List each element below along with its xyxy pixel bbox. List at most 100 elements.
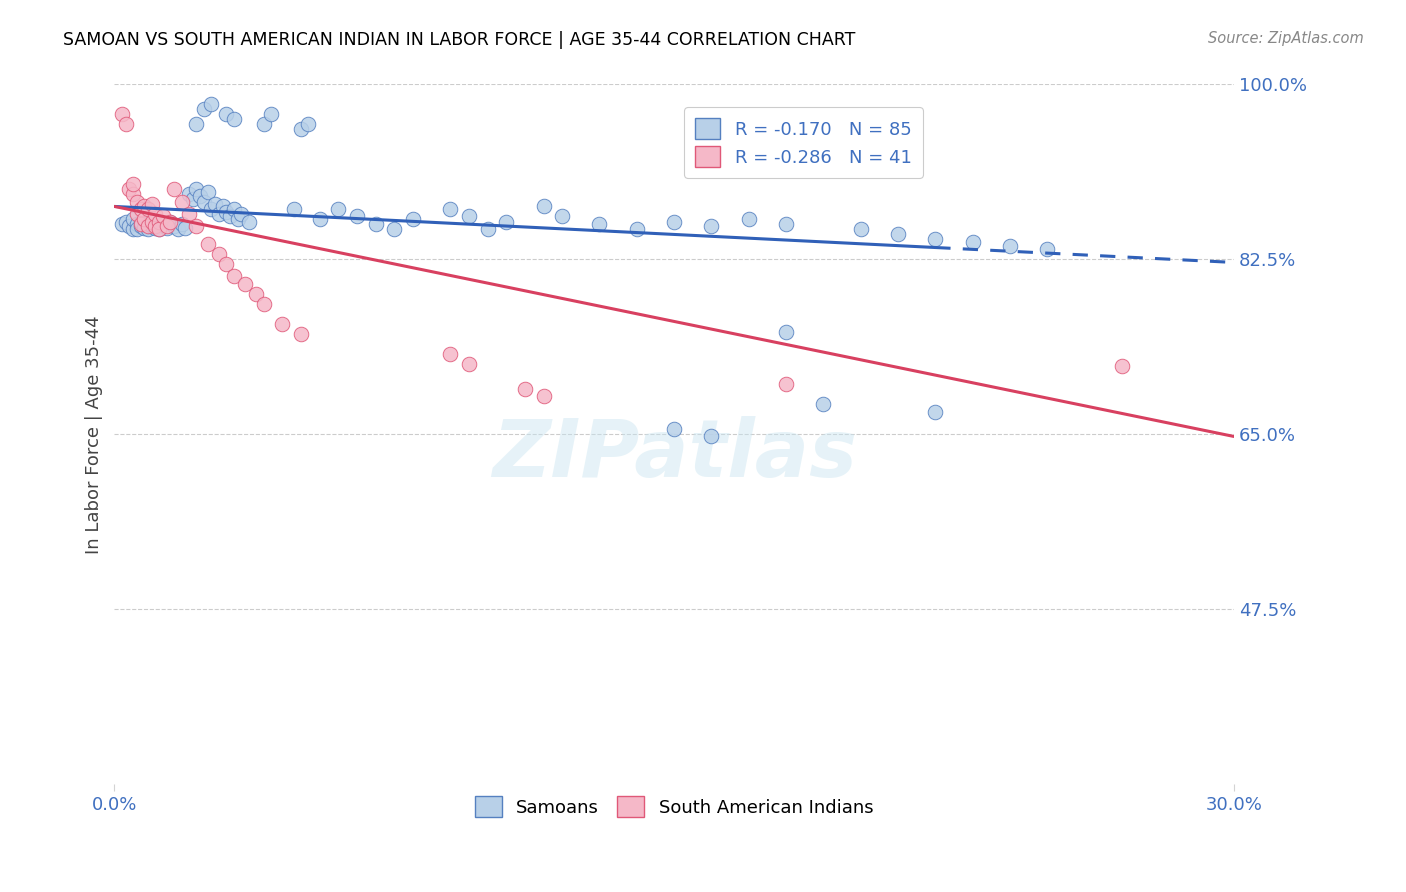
- Point: [328, 202, 350, 217]
- Point: [222, 202, 245, 217]
- Point: [402, 212, 425, 227]
- Point: [186, 182, 208, 196]
- Point: [197, 186, 219, 200]
- Point: [197, 237, 219, 252]
- Point: [1111, 359, 1133, 374]
- Point: [118, 219, 141, 234]
- Point: [1036, 243, 1059, 257]
- Point: [193, 195, 215, 210]
- Point: [170, 218, 193, 232]
- Point: [134, 212, 156, 227]
- Point: [122, 178, 145, 192]
- Point: [346, 210, 368, 224]
- Point: [208, 207, 231, 221]
- Point: [141, 215, 163, 229]
- Point: [125, 207, 148, 221]
- Point: [170, 195, 193, 210]
- Point: [134, 221, 156, 235]
- Point: [551, 210, 574, 224]
- Point: [260, 107, 283, 121]
- Point: [136, 219, 159, 234]
- Legend: Samoans, South American Indians: Samoans, South American Indians: [468, 789, 880, 824]
- Point: [159, 215, 181, 229]
- Point: [211, 199, 233, 213]
- Point: [283, 202, 305, 217]
- Point: [308, 212, 330, 227]
- Point: [152, 210, 174, 224]
- Point: [222, 112, 245, 127]
- Point: [159, 215, 181, 229]
- Point: [775, 326, 797, 340]
- Point: [457, 210, 479, 224]
- Point: [141, 215, 163, 229]
- Point: [145, 218, 167, 232]
- Point: [219, 210, 242, 224]
- Point: [756, 157, 779, 171]
- Point: [200, 97, 222, 112]
- Point: [156, 219, 179, 234]
- Point: [477, 222, 499, 236]
- Point: [775, 218, 797, 232]
- Point: [253, 297, 276, 311]
- Point: [122, 187, 145, 202]
- Point: [813, 397, 835, 411]
- Point: [136, 202, 159, 217]
- Text: Source: ZipAtlas.com: Source: ZipAtlas.com: [1208, 31, 1364, 46]
- Point: [141, 219, 163, 234]
- Point: [122, 222, 145, 236]
- Point: [125, 222, 148, 236]
- Point: [145, 219, 167, 234]
- Point: [215, 257, 238, 271]
- Point: [122, 212, 145, 227]
- Point: [457, 358, 479, 372]
- Point: [136, 222, 159, 236]
- Point: [533, 199, 555, 213]
- Point: [775, 377, 797, 392]
- Point: [125, 195, 148, 210]
- Point: [290, 122, 312, 136]
- Point: [215, 107, 238, 121]
- Point: [793, 160, 815, 174]
- Point: [152, 218, 174, 232]
- Point: [114, 215, 136, 229]
- Y-axis label: In Labor Force | Age 35-44: In Labor Force | Age 35-44: [86, 315, 103, 554]
- Point: [662, 422, 685, 436]
- Point: [998, 239, 1021, 253]
- Point: [166, 222, 188, 236]
- Point: [129, 219, 152, 234]
- Point: [145, 207, 167, 221]
- Point: [156, 221, 179, 235]
- Point: [186, 219, 208, 234]
- Point: [177, 207, 200, 221]
- Point: [222, 269, 245, 284]
- Point: [231, 207, 253, 221]
- Point: [208, 247, 231, 261]
- Point: [233, 277, 256, 292]
- Point: [163, 182, 186, 196]
- Point: [134, 199, 156, 213]
- Point: [181, 193, 204, 207]
- Point: [700, 429, 723, 443]
- Point: [200, 202, 222, 217]
- Point: [738, 212, 761, 227]
- Point: [111, 218, 134, 232]
- Point: [177, 187, 200, 202]
- Point: [111, 107, 134, 121]
- Point: [145, 221, 167, 235]
- Point: [134, 212, 156, 227]
- Point: [513, 383, 536, 397]
- Point: [141, 197, 163, 211]
- Point: [148, 219, 170, 234]
- Point: [662, 215, 685, 229]
- Point: [129, 202, 152, 217]
- Point: [382, 222, 405, 236]
- Point: [588, 218, 610, 232]
- Point: [533, 389, 555, 403]
- Point: [495, 215, 517, 229]
- Point: [204, 197, 226, 211]
- Point: [174, 221, 197, 235]
- Point: [226, 212, 249, 227]
- Point: [114, 118, 136, 132]
- Point: [439, 202, 461, 217]
- Point: [125, 218, 148, 232]
